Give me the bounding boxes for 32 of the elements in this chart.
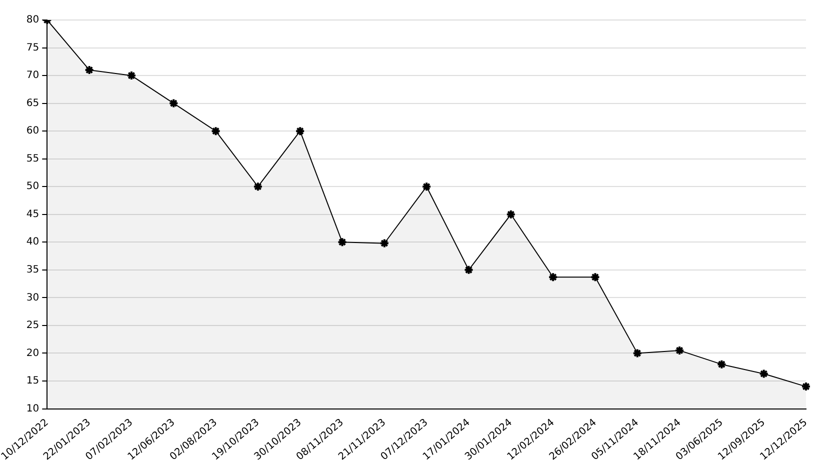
point <box>84 64 94 75</box>
y-tick-label: 15 <box>26 376 40 387</box>
y-tick-label: 80 <box>26 14 40 26</box>
y-tick-label: 60 <box>26 126 40 137</box>
y-tick-label: 50 <box>26 181 40 192</box>
point <box>210 126 221 136</box>
y-tick-label: 55 <box>26 153 40 164</box>
point <box>252 182 263 192</box>
point <box>464 264 474 275</box>
y-tick-label: 65 <box>26 98 40 109</box>
y-tick-label: 10 <box>26 403 40 414</box>
point <box>168 98 179 108</box>
y-tick-label: 20 <box>26 348 40 359</box>
point <box>716 359 727 370</box>
y-tick-label: 40 <box>26 236 40 248</box>
point <box>590 272 600 282</box>
point <box>506 209 516 220</box>
point <box>337 237 348 248</box>
y-tick-label: 45 <box>26 208 40 220</box>
point <box>632 348 642 358</box>
y-tick-label: 75 <box>26 42 40 54</box>
y-tick-label: 35 <box>26 264 40 276</box>
y-tick-label: 70 <box>26 70 40 82</box>
point <box>422 182 432 192</box>
point <box>674 345 685 356</box>
point <box>295 126 306 136</box>
point <box>379 238 390 248</box>
y-tick-label: 30 <box>26 292 40 304</box>
y-tick-label: 25 <box>26 320 40 332</box>
point <box>126 70 136 81</box>
point <box>758 368 769 379</box>
point <box>548 272 558 282</box>
